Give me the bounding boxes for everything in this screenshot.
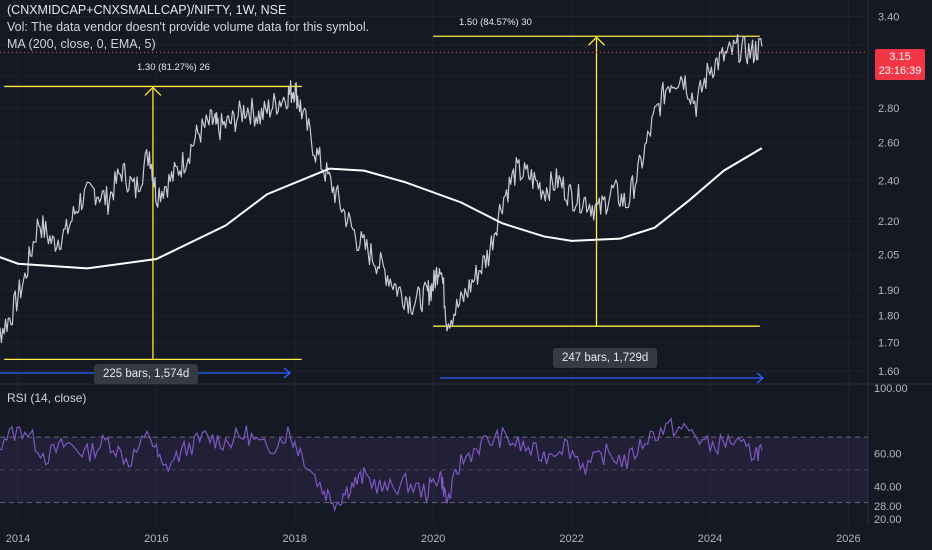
- rsi-axis-tick: 60.00: [874, 449, 902, 461]
- measure-1-arrowhead: [144, 86, 162, 96]
- volume-note: Vol: The data vendor doesn't provide vol…: [7, 20, 370, 34]
- time-axis-tick: 2020: [421, 533, 445, 545]
- measure-1-label: 1.30 (81.27%) 26: [137, 62, 210, 73]
- rsi-axis-tick: 40.00: [874, 481, 902, 493]
- ma-indicator-label[interactable]: MA (200, close, 0, EMA, 5): [7, 37, 156, 51]
- price-axis-tick: 1.60: [878, 366, 899, 378]
- price-axis-tick: 2.40: [878, 175, 899, 187]
- duration-arrow-1-head: [283, 367, 292, 379]
- duration-arrow-2-head: [756, 372, 765, 384]
- measure-1-bars-box: 225 bars, 1,574d: [94, 364, 199, 384]
- bar-countdown: 23:16:39: [878, 65, 922, 77]
- time-axis-tick: 2026: [836, 533, 860, 545]
- time-axis-tick: 2018: [283, 533, 307, 545]
- time-axis-tick: 2016: [144, 533, 168, 545]
- time-axis-tick: 2022: [559, 533, 583, 545]
- rsi-axis-tick: 28.00: [874, 501, 902, 513]
- price-axis-tick: 2.80: [878, 103, 899, 115]
- measure-2-bars-box: 247 bars, 1,729d: [553, 348, 658, 368]
- rsi-axis-tick: 100.00: [874, 383, 908, 395]
- measure-2-arrowhead: [588, 36, 605, 46]
- price-axis-tick: 2.05: [878, 249, 899, 261]
- rsi-indicator-label[interactable]: RSI (14, close): [7, 391, 87, 405]
- price-axis-tick: 1.70: [878, 337, 899, 349]
- rsi-axis-tick: 20.00: [874, 514, 902, 526]
- price-axis-tick: 1.80: [878, 311, 899, 323]
- ema-200-line: [0, 147, 763, 270]
- time-axis-tick: 2024: [698, 533, 722, 545]
- time-axis-tick: 2014: [6, 533, 30, 545]
- price-axis-tick: 3.40: [878, 11, 899, 23]
- price-axis-tick: 2.20: [878, 216, 899, 228]
- last-price-value: 3.15: [889, 51, 911, 63]
- last-price-tag: 3.15 23:16:39: [875, 49, 925, 80]
- measure-2-label: 1.50 (84.57%) 30: [459, 17, 532, 28]
- price-axis-tick: 1.90: [878, 285, 899, 297]
- symbol-title: (CNXMIDCAP+CNXSMALLCAP)/NIFTY, 1W, NSE: [7, 3, 287, 17]
- price-series: [0, 34, 763, 344]
- rsi-series: [0, 417, 763, 513]
- price-axis-tick: 2.60: [878, 138, 899, 150]
